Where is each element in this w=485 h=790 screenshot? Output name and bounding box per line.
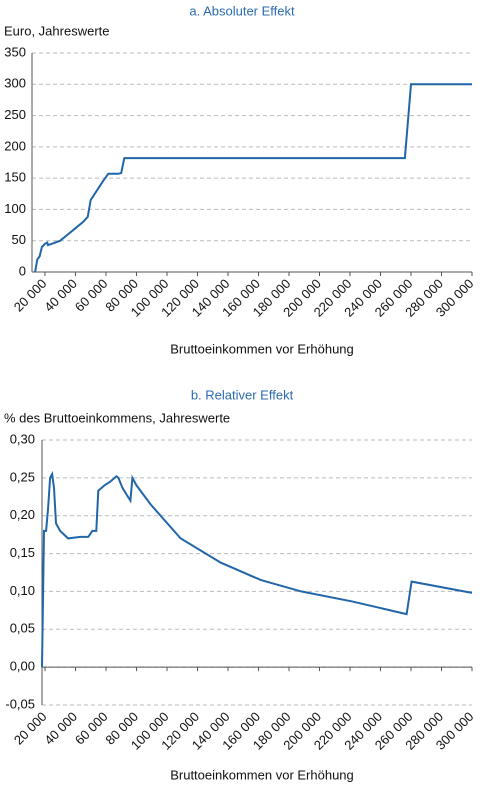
y-tick-label: 250 [4,107,26,122]
data-line [34,83,472,273]
y-tick-label: 0,10 [10,583,35,598]
y-axis-label: % des Bruttoeinkommens, Jahreswerte [4,410,230,425]
chart-title: a. Absoluter Effekt [189,3,295,18]
x-tick-label: 20 000 [11,276,50,315]
y-tick-label: 0,05 [10,621,35,636]
y-tick-label: 100 [4,201,26,216]
y-tick-label: 350 [4,44,26,59]
y-tick-label: 0,25 [10,469,35,484]
x-tick-label: 40 000 [41,276,80,315]
x-tick-label: 20 000 [11,709,50,748]
x-tick-label: 40 000 [41,709,80,748]
y-tick-label: 200 [4,138,26,153]
y-tick-label: 0,20 [10,507,35,522]
y-tick-label: 0,00 [10,659,35,674]
y-tick-label: 50 [12,232,26,247]
data-line [41,470,473,668]
x-axis-label: Bruttoeinkommen vor Erhöhung [170,767,354,782]
y-axis-label: Euro, Jahreswerte [4,23,110,38]
x-tick-label: 60 000 [72,276,111,315]
x-tick-label: 60 000 [72,709,111,748]
y-tick-label: 0,30 [10,431,35,446]
y-tick-label: 0 [19,263,26,278]
y-tick-label: 300 [4,76,26,91]
y-tick-label: 150 [4,170,26,185]
chart-title: b. Relativer Effekt [191,387,294,402]
y-tick-label: -0,05 [5,696,35,711]
y-tick-label: 0,15 [10,545,35,560]
x-axis-label: Bruttoeinkommen vor Erhöhung [170,341,354,356]
